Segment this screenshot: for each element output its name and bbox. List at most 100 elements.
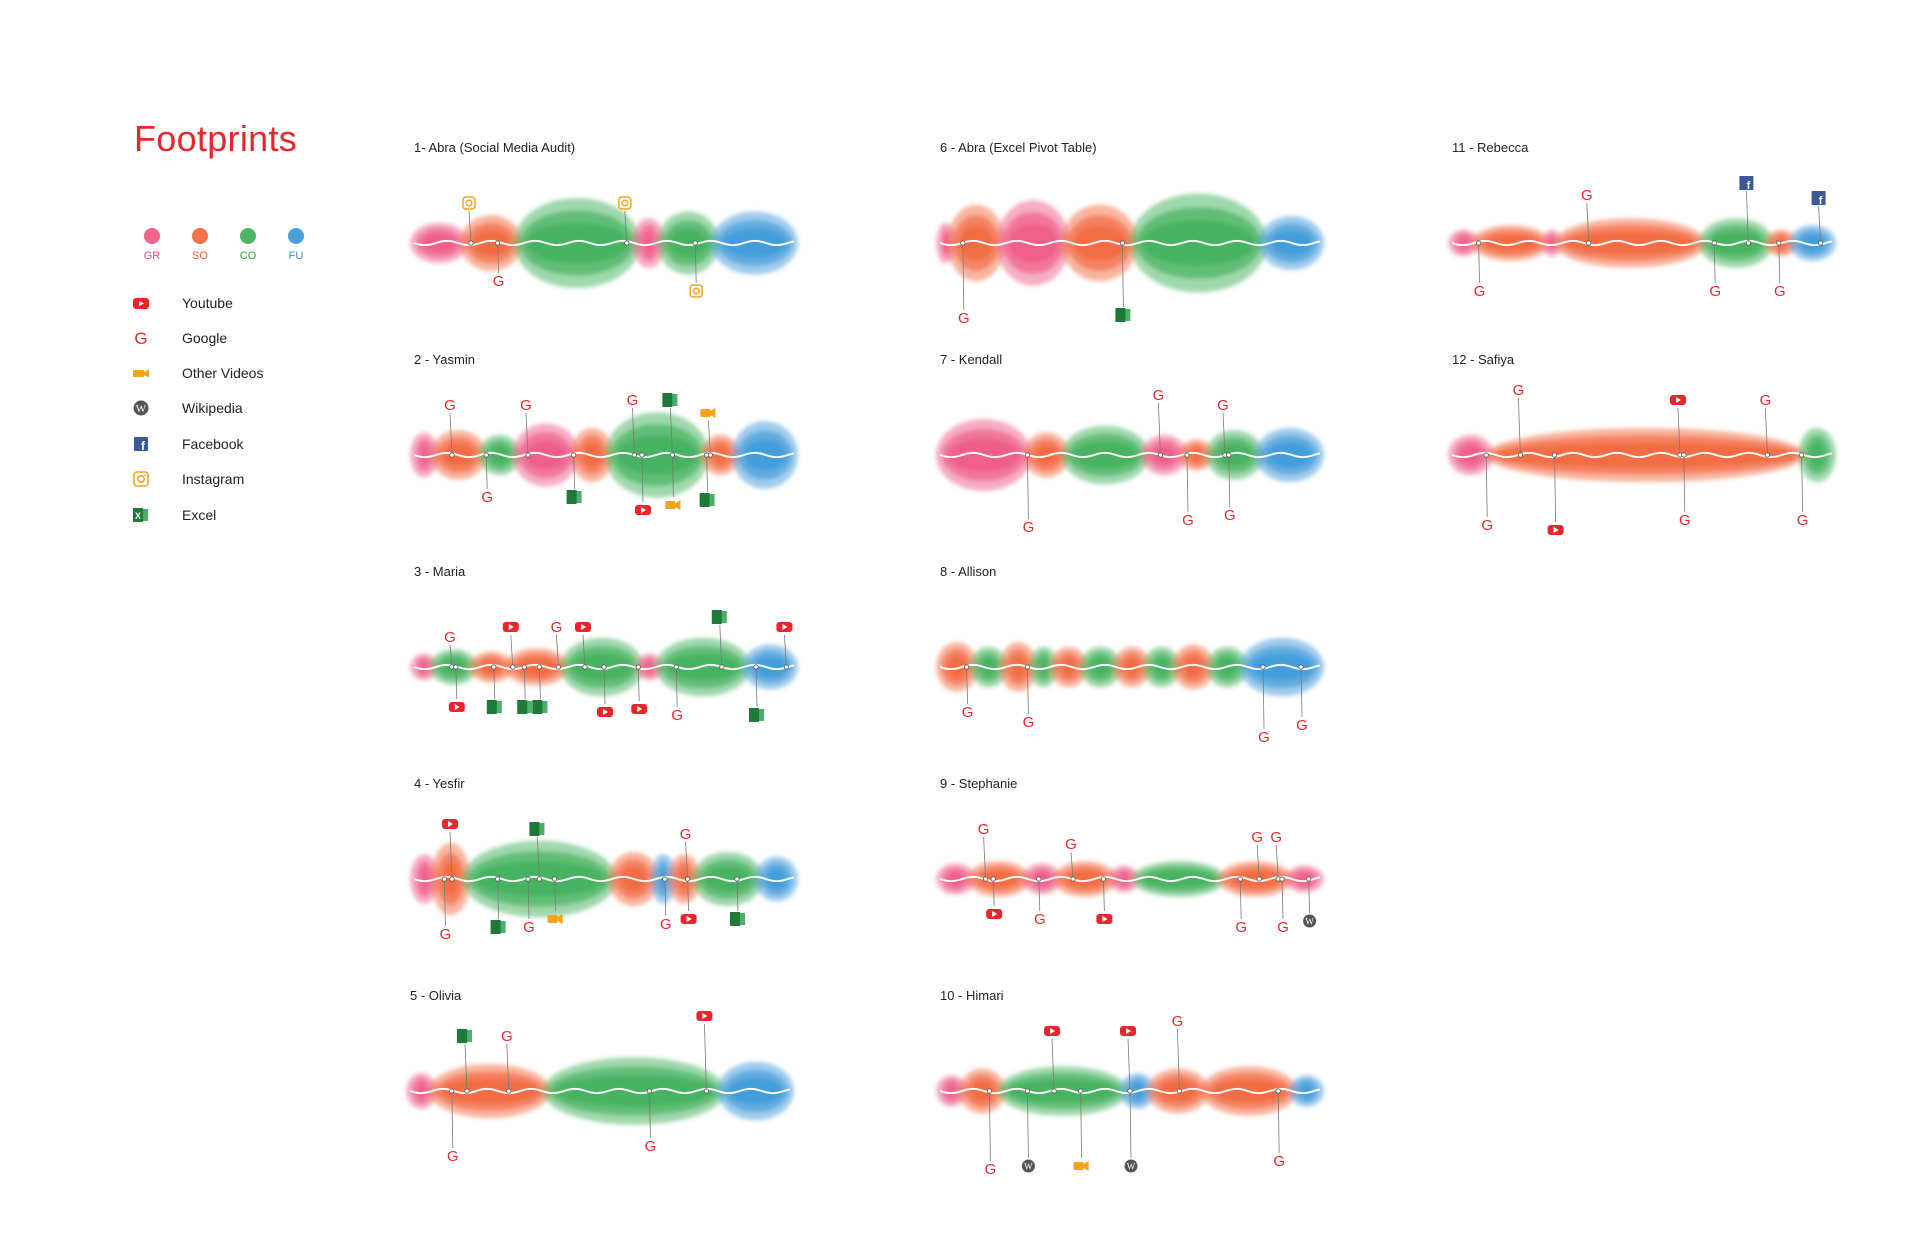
annotation-node <box>449 452 455 458</box>
annotation-node <box>1184 452 1190 458</box>
annotation-node <box>510 664 516 670</box>
annotation-node <box>1176 1088 1182 1094</box>
google-icon: G <box>444 629 456 646</box>
stage-blobs <box>406 1057 794 1125</box>
annotation: G <box>1277 876 1289 936</box>
legend-google: G Google <box>132 327 332 349</box>
stage-blobs <box>410 412 798 498</box>
annotation-node <box>1051 1088 1057 1094</box>
stage-blob-so <box>469 651 513 683</box>
timeline-path <box>939 239 1321 247</box>
legend-instagram-label: Instagram <box>182 471 245 487</box>
annotation-leader <box>641 454 644 503</box>
annotation: G <box>978 821 989 882</box>
stage-blobs <box>936 419 1324 491</box>
annotation-leader <box>1586 202 1590 244</box>
excel-icon <box>699 493 715 507</box>
google-icon: G <box>520 397 532 414</box>
google-icon: G <box>551 619 563 636</box>
annotation: G <box>1581 187 1593 246</box>
annotation <box>597 664 613 717</box>
stage-blob-fu <box>717 1061 794 1121</box>
annotation-leader <box>1027 666 1029 715</box>
excel-icon <box>529 822 545 836</box>
youtube-icon <box>680 914 697 924</box>
timeline-path <box>1451 239 1833 247</box>
annotation: G <box>1258 664 1270 746</box>
annotation-node <box>703 1088 709 1094</box>
annotation: G <box>1251 829 1263 882</box>
annotation: G <box>493 240 504 290</box>
panel-title: 1- Abra (Social Media Audit) <box>414 140 576 155</box>
annotation: G <box>985 1088 997 1178</box>
annotation <box>689 240 703 298</box>
facebook-icon: f <box>134 437 148 453</box>
google-icon: G <box>985 1161 997 1178</box>
annotation-leader <box>624 210 628 244</box>
stage-blob-so <box>1061 204 1138 282</box>
annotation-node <box>495 876 501 882</box>
annotation-node <box>669 452 675 458</box>
stage-blob-so <box>1172 644 1215 690</box>
excel-icon <box>566 490 582 504</box>
annotation-node <box>536 876 543 882</box>
youtube-icon <box>635 505 651 515</box>
annotation-node <box>684 876 691 882</box>
google-icon: G <box>1581 187 1593 204</box>
annotation-leader <box>573 454 575 490</box>
annotation-leader <box>685 841 688 880</box>
google-icon: G <box>1270 829 1282 846</box>
annotation-leader <box>1256 844 1260 880</box>
annotation-leader <box>444 878 446 927</box>
annotation: G <box>1474 240 1485 300</box>
annotation: G <box>1153 387 1164 458</box>
annotations: G G G G G <box>1023 387 1236 536</box>
annotation: G <box>645 1088 656 1155</box>
annotation-leader <box>1051 1038 1055 1092</box>
stage-blob-co <box>657 211 720 275</box>
annotation: G <box>1273 1088 1285 1170</box>
excel-icon: X <box>133 508 148 522</box>
annotations: G <box>958 240 1131 327</box>
google-icon: G <box>523 919 535 936</box>
annotation-leader <box>497 878 499 920</box>
stage-blob-co <box>997 1066 1129 1116</box>
stage-co-dot <box>240 228 256 244</box>
footprint-chart: G G G G G <box>1448 382 1836 535</box>
annotation-leader <box>1518 397 1521 456</box>
google-icon: G <box>1034 911 1046 928</box>
annotation: G <box>444 397 456 458</box>
annotation <box>635 452 651 515</box>
annotation-node <box>734 876 740 882</box>
stage-blob-fu <box>1788 225 1836 261</box>
youtube-icon <box>448 702 465 712</box>
annotation-leader <box>1222 412 1226 456</box>
stage-blob-co <box>1205 430 1264 480</box>
stage-blob-so <box>428 1064 551 1118</box>
stage-fu-dot <box>288 228 304 244</box>
stage-co: CO <box>228 228 268 262</box>
annotation-node <box>582 664 588 670</box>
footprint-panel-2: 2 - Yasmin G G G G <box>410 352 834 552</box>
annotation: G <box>501 1028 513 1094</box>
annotation-leader <box>1677 407 1681 456</box>
footprint-panel-4: 4 - Yesfir G G G G <box>410 776 834 976</box>
annotation-leader <box>784 634 787 668</box>
annotation-node <box>601 664 607 670</box>
annotation-leader <box>694 242 697 284</box>
stage-gr-label: GR <box>143 250 161 262</box>
annotation-node <box>963 664 970 670</box>
annotation-leader <box>1308 878 1310 914</box>
stage-blobs <box>410 840 798 918</box>
annotation-leader <box>704 1023 707 1092</box>
timeline-path <box>939 663 1321 671</box>
annotation-leader <box>1683 454 1686 513</box>
svg-text:X: X <box>135 511 141 521</box>
stage-blob-co <box>1061 425 1150 485</box>
excel-icon <box>662 393 678 407</box>
wikipedia-icon: W <box>133 400 149 416</box>
youtube-icon <box>575 622 591 632</box>
annotation-leader <box>1778 242 1781 284</box>
google-icon: G <box>962 704 974 721</box>
stage-blob-co <box>692 852 764 906</box>
